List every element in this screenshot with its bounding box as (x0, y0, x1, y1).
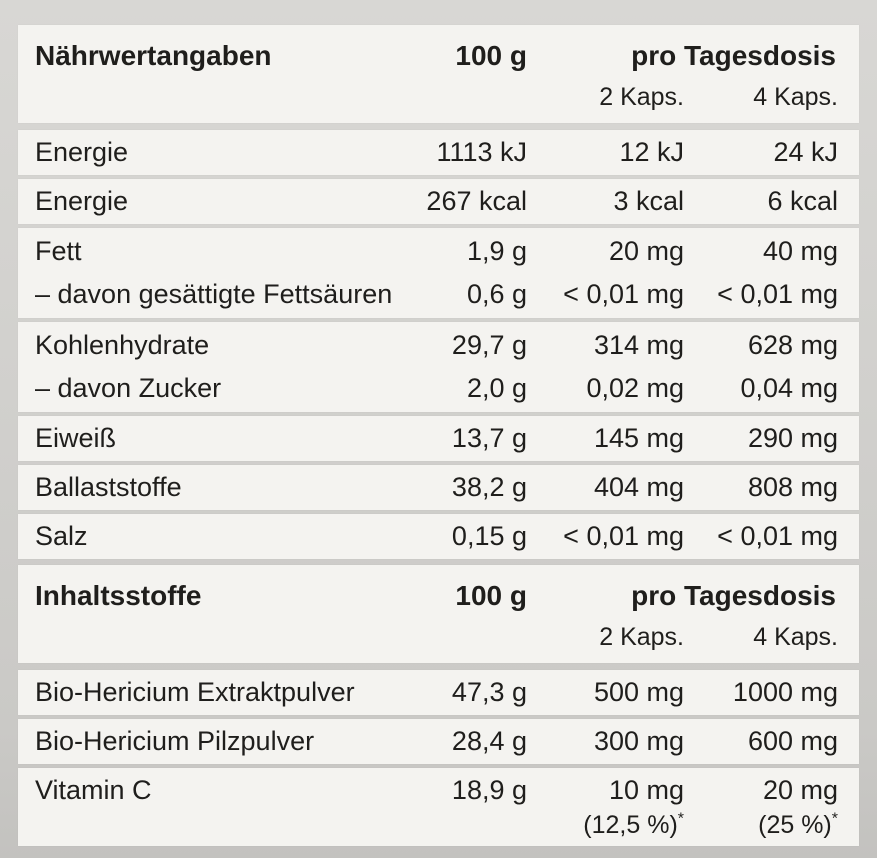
header-col-daily-dose: pro Tagesdosis (631, 40, 836, 71)
table-row-kohlenhydrate: Kohlenhydrate 29,7 g 314 mg 628 mg (18, 324, 859, 367)
row-group-hericium-extraktpulver: Bio-Hericium Extraktpulver 47,3 g 500 mg… (18, 670, 859, 715)
value-per-100g: 1113 kJ (436, 137, 527, 167)
value-per-2caps: 300 mg (593, 726, 684, 756)
row-group-salz: Salz 0,15 g < 0,01 mg < 0,01 mg (18, 514, 859, 559)
value-per-2caps: 500 mg (593, 677, 684, 707)
table-row-hericium-extraktpulver: Bio-Hericium Extraktpulver 47,3 g 500 mg… (18, 671, 859, 714)
header-row: Inhaltsstoffe 100 g pro Tagesdosis (18, 573, 859, 619)
value-per-4caps: 628 mg (747, 330, 838, 360)
value-per-2caps: 404 mg (593, 472, 684, 502)
value-per-2caps: 314 mg (593, 330, 684, 360)
row-group-hericium-pilzpulver: Bio-Hericium Pilzpulver 28,4 g 300 mg 60… (18, 719, 859, 764)
nrv-percent-text: (25 %) (758, 811, 832, 839)
value-per-4caps: < 0,01 mg (717, 521, 838, 551)
footnote-asterisk: * (831, 810, 838, 828)
value-per-2caps: < 0,01 mg (563, 279, 684, 309)
header-subcol-4kaps: 4 Kaps. (753, 83, 838, 111)
table-row-ballaststoffe: Ballaststoffe 38,2 g 404 mg 808 mg (18, 466, 859, 509)
nrv-percent-text: (12,5 %) (583, 811, 678, 839)
row-group-vitamin-c: Vitamin C 18,9 g 10 mg (12,5 %)* 20 mg (… (18, 768, 859, 846)
value-per-4caps: 600 mg (747, 726, 838, 756)
value-per-100g: 0,6 g (466, 279, 527, 309)
header-subcol-2kaps: 2 Kaps. (599, 83, 684, 111)
nrv-percent-2caps: (12,5 %)* (583, 810, 684, 844)
value-per-100g: 267 kcal (426, 186, 527, 216)
value-per-4caps: 40 mg (762, 236, 838, 266)
row-group-eiweiss: Eiweiß 13,7 g 145 mg 290 mg (18, 416, 859, 461)
row-label: Eiweiß (35, 423, 117, 453)
value-per-100g: 0,15 g (451, 521, 527, 551)
table-row-eiweiss: Eiweiß 13,7 g 145 mg 290 mg (18, 417, 859, 460)
header-title: Inhaltsstoffe (35, 580, 202, 611)
header-subcol-4kaps: 4 Kaps. (753, 623, 838, 651)
row-group-energie-kcal: Energie 267 kcal 3 kcal 6 kcal (18, 179, 859, 224)
value-per-100g: 2,0 g (466, 373, 527, 403)
header-col-100g: 100 g (455, 580, 527, 611)
value-per-100g: 38,2 g (451, 472, 527, 502)
nutrition-header-block: Nährwertangaben 100 g pro Tagesdosis 2 K… (18, 25, 859, 123)
row-label: – davon Zucker (35, 373, 222, 403)
value-per-4caps: 290 mg (747, 423, 838, 453)
section-inhaltsstoffe: Inhaltsstoffe 100 g pro Tagesdosis 2 Kap… (18, 565, 859, 846)
table-row-davon-zucker: – davon Zucker 2,0 g 0,02 mg 0,04 mg (18, 367, 859, 410)
row-label: Ballaststoffe (35, 472, 182, 502)
header-subcol-2kaps: 2 Kaps. (599, 623, 684, 651)
value-per-100g: 47,3 g (451, 677, 527, 707)
table-row-gesaettigte-fettsaeuren: – davon gesättigte Fettsäuren 0,6 g < 0,… (18, 273, 859, 316)
row-label: Kohlenhydrate (35, 330, 210, 360)
nutrition-facts-table: Nährwertangaben 100 g pro Tagesdosis 2 K… (18, 25, 859, 850)
value-per-4caps: 24 kJ (773, 137, 838, 167)
footnote-asterisk: * (677, 810, 684, 828)
value-per-2caps: 0,02 mg (586, 373, 684, 403)
row-label: Bio-Hericium Pilzpulver (35, 726, 315, 756)
value-per-4caps: 6 kcal (767, 186, 838, 216)
header-col-daily-dose: pro Tagesdosis (631, 580, 836, 611)
row-group-ballaststoffe: Ballaststoffe 38,2 g 404 mg 808 mg (18, 465, 859, 510)
value-per-2caps: 20 mg (608, 236, 684, 266)
header-row: Nährwertangaben 100 g pro Tagesdosis (18, 33, 859, 79)
value-per-100g: 1,9 g (466, 236, 527, 266)
header-title: Nährwertangaben (35, 40, 272, 71)
value-per-100g: 13,7 g (451, 423, 527, 453)
row-group-energie-kj: Energie 1113 kJ 12 kJ 24 kJ (18, 130, 859, 175)
header-subrow: 2 Kaps. 4 Kaps. (18, 619, 859, 655)
table-row-vitamin-c: Vitamin C 18,9 g 10 mg (12,5 %)* 20 mg (… (18, 769, 859, 844)
value-per-4caps: < 0,01 mg (717, 279, 838, 309)
row-label: Energie (35, 186, 129, 216)
row-label: Salz (35, 521, 88, 551)
row-label: Fett (35, 236, 82, 266)
value-per-2caps: 10 mg (608, 775, 684, 805)
ingredients-header-block: Inhaltsstoffe 100 g pro Tagesdosis 2 Kap… (18, 565, 859, 663)
row-label: Bio-Hericium Extraktpulver (35, 677, 355, 707)
value-per-100g: 18,9 g (451, 775, 527, 805)
row-label: Vitamin C (35, 775, 152, 805)
row-group-fett: Fett 1,9 g 20 mg 40 mg – davon gesättigt… (18, 228, 859, 318)
value-per-4caps: 1000 mg (732, 677, 838, 707)
value-per-4caps: 0,04 mg (740, 373, 838, 403)
value-per-4caps: 20 mg (762, 775, 838, 805)
table-row-hericium-pilzpulver: Bio-Hericium Pilzpulver 28,4 g 300 mg 60… (18, 720, 859, 763)
value-per-100g: 29,7 g (451, 330, 527, 360)
row-group-kohlenhydrate: Kohlenhydrate 29,7 g 314 mg 628 mg – dav… (18, 322, 859, 412)
table-row-fett: Fett 1,9 g 20 mg 40 mg (18, 230, 859, 273)
nrv-percent-4caps: (25 %)* (758, 810, 838, 844)
value-per-4caps-with-nrv: 20 mg (25 %)* (684, 769, 838, 844)
section-naehrwertangaben: Nährwertangaben 100 g pro Tagesdosis 2 K… (18, 25, 859, 559)
value-per-2caps-with-nrv: 10 mg (12,5 %)* (527, 769, 684, 844)
row-label: – davon gesättigte Fettsäuren (35, 279, 393, 309)
table-row-energie-kcal: Energie 267 kcal 3 kcal 6 kcal (18, 180, 859, 223)
header-col-100g: 100 g (455, 40, 527, 71)
value-per-2caps: 3 kcal (613, 186, 684, 216)
table-row-salz: Salz 0,15 g < 0,01 mg < 0,01 mg (18, 515, 859, 558)
value-per-2caps: < 0,01 mg (563, 521, 684, 551)
value-per-4caps: 808 mg (747, 472, 838, 502)
value-per-2caps: 145 mg (593, 423, 684, 453)
value-per-2caps: 12 kJ (619, 137, 684, 167)
header-subrow: 2 Kaps. 4 Kaps. (18, 79, 859, 115)
table-row-energie-kj: Energie 1113 kJ 12 kJ 24 kJ (18, 131, 859, 174)
row-label: Energie (35, 137, 129, 167)
value-per-100g: 28,4 g (451, 726, 527, 756)
